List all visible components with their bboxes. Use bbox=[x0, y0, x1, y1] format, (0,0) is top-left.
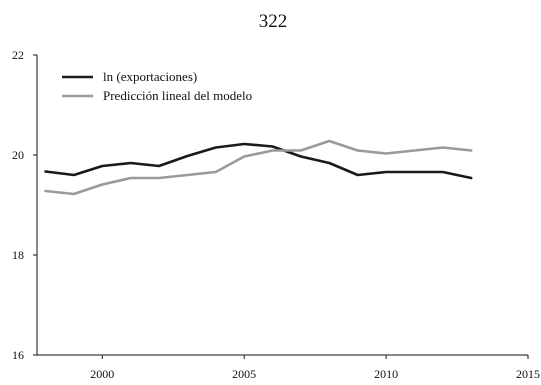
chart-title: 322 bbox=[259, 11, 288, 32]
legend-label-1: ln (exportaciones) bbox=[103, 69, 197, 84]
legend-label-2: Predicción lineal del modelo bbox=[103, 88, 252, 103]
x-tick-label: 2000 bbox=[90, 367, 114, 380]
axes: 16 18 20 22 2000 2005 2010 2015 bbox=[12, 48, 540, 381]
series-lines bbox=[44, 139, 473, 196]
y-tick-label: 20 bbox=[12, 148, 24, 162]
y-tick-label: 16 bbox=[12, 348, 24, 362]
x-tick-label: 2015 bbox=[516, 367, 540, 380]
legend: ln (exportaciones) Predicción lineal del … bbox=[62, 69, 252, 103]
y-tick-label: 18 bbox=[12, 248, 24, 262]
series-line-1 bbox=[44, 142, 473, 180]
x-tick-label: 2005 bbox=[232, 367, 256, 380]
y-tick-label: 22 bbox=[12, 48, 24, 62]
x-tick-label: 2010 bbox=[374, 367, 398, 380]
series-line-2 bbox=[44, 139, 473, 196]
